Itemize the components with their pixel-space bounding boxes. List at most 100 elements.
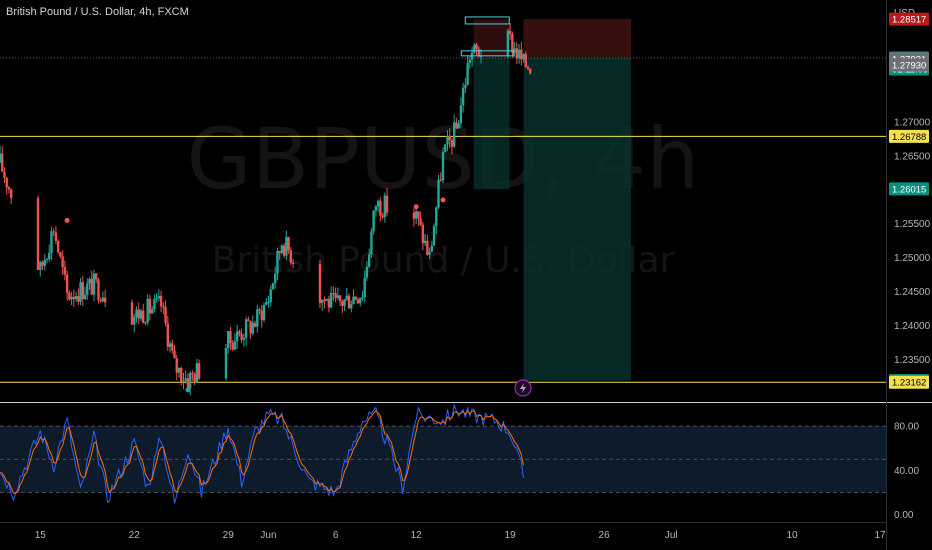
candle-body [354,296,357,300]
chart-title: British Pound / U.S. Dollar, 4h, FXCM [6,6,189,18]
price-tag-yellow [889,129,929,143]
candle-body [177,368,181,373]
candle-body [271,283,275,290]
candlesticks [0,23,532,396]
candle-body [439,179,442,181]
candle-body [52,231,55,233]
price-tick: 1.25000 [894,253,931,264]
candle-body [188,373,192,389]
candle-body [166,323,170,347]
candle-body [267,302,270,304]
candle-body [159,296,163,307]
candle-body [511,34,514,53]
candle-body [155,298,158,300]
price-tag-yellow [889,375,929,389]
candle-body [99,299,102,302]
candle-body [446,135,449,145]
candle-body [186,378,190,389]
candle-body [227,331,230,348]
candle-body [327,298,331,308]
candle-body [287,236,290,251]
candle-body [195,363,199,383]
candle-body [258,309,261,311]
stochastic-k-line [0,403,524,504]
candle-body [45,258,49,261]
candle-body [61,256,64,268]
candle-body [365,266,369,278]
price-tick: 1.27000 [894,118,931,129]
candle-body [175,358,178,373]
candle-body [90,278,93,295]
date-tick: Jul [665,530,678,541]
candle-body [184,378,187,381]
candle-body [334,293,337,299]
candle-body [432,226,436,246]
candle-body [455,122,458,129]
candle-body [341,301,344,306]
candle-body [153,299,156,309]
candle-body [48,252,51,259]
candle-body [162,306,165,308]
candle-body [70,296,73,300]
candle-body [43,260,46,266]
candle-body [448,135,451,140]
signal-dot-3 [185,387,191,393]
candle-body [135,309,138,317]
candle-body [352,296,355,305]
candle-body [253,322,257,327]
candle-body [372,210,375,232]
candle-body [417,211,420,219]
candle-body [423,240,427,244]
candle-body [412,212,416,219]
candle-body [435,207,438,227]
candle-body [444,144,447,152]
candle-body [280,245,284,253]
candle-body [229,331,232,343]
candle-body [475,44,478,50]
candle-body [39,262,42,270]
candle-body [526,66,530,69]
candle-body [247,319,250,322]
candle-body [63,267,67,275]
candle-body [141,310,145,324]
candle-body [477,49,480,57]
candle-body [180,368,183,382]
candle-body [244,319,248,339]
candle-body [332,293,335,295]
date-tick: 17 [874,530,886,541]
candle-body [466,62,469,85]
candle-body [414,211,418,219]
candle-body [289,250,293,263]
candle-body [103,297,107,303]
stochastic-tick: 0.00 [894,510,914,521]
candle-body [182,380,185,382]
candle-body [381,215,384,218]
candle-body [430,245,434,252]
price-tag-gray [889,58,929,72]
candle-body [238,331,241,335]
price-tick: 1.23500 [894,355,931,366]
candle-body [367,254,371,267]
candle-body [441,151,445,181]
signal-dot-2 [440,197,446,203]
price-tag-red [889,12,929,26]
date-tick: Jun [260,530,276,541]
candle-body [77,296,80,302]
pattern-box-top [464,16,510,25]
candle-body [285,236,288,256]
price-tag-label: 1.28517 [892,15,926,26]
candle-body [338,295,342,302]
candle-body [79,282,82,302]
candle-body [383,195,387,218]
candle-body [370,231,373,255]
candle-body [506,30,510,57]
candle-body [426,240,429,255]
candle-body [193,374,196,383]
candle-body [273,273,277,284]
candle-body [83,294,87,300]
candle-body [419,218,422,225]
candle-body [345,295,348,300]
pattern-box-mid [460,50,514,57]
candle-body [146,298,149,323]
